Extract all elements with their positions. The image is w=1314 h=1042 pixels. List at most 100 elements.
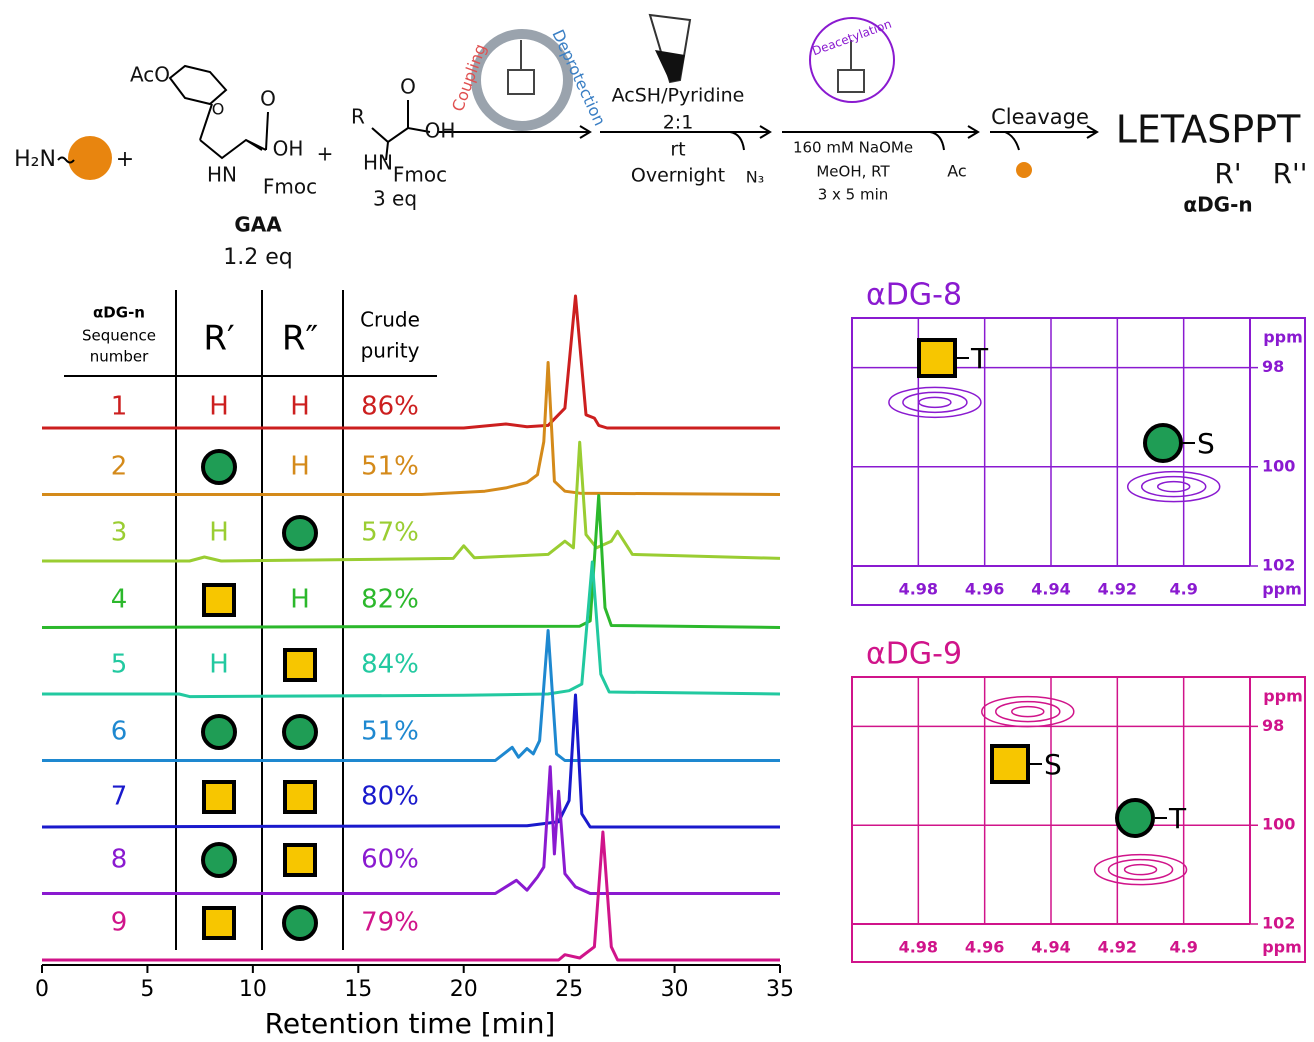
reactor-icon-2 xyxy=(838,70,864,92)
page: Glycopeptide synthesis figure html, body… xyxy=(0,0,1314,1042)
table-header: Sequence xyxy=(82,327,156,345)
table-header: R′ xyxy=(203,319,234,359)
scheme-plus2: + xyxy=(317,142,334,166)
table-cell: H xyxy=(290,585,310,615)
scheme-rt: rt xyxy=(670,139,685,161)
x-tick-label: 0 xyxy=(35,977,49,1002)
table-cell: 3 xyxy=(111,518,128,548)
panel-title: αDG-8 xyxy=(866,278,962,313)
table-cell: H xyxy=(209,650,229,680)
table-cell: 2 xyxy=(111,452,128,482)
table-cell: 6 xyxy=(111,717,128,747)
scheme-aco: AcO xyxy=(130,63,170,87)
contour xyxy=(1012,707,1044,717)
scheme-ratio: 2:1 xyxy=(663,112,694,134)
small-bead xyxy=(1016,162,1032,178)
table-square-icon xyxy=(285,845,315,875)
table-square-icon xyxy=(204,585,234,615)
scheme-aa-hn: HN xyxy=(363,151,393,175)
table-cell: 60% xyxy=(361,845,419,875)
x-axis-label: ppm xyxy=(1262,938,1302,957)
scheme-cleavage: Cleavage xyxy=(991,105,1089,129)
table-circle-icon xyxy=(203,844,235,876)
scheme-gaa-fmoc: Fmoc xyxy=(263,175,317,199)
table-cell: H xyxy=(209,518,229,548)
scheme-times: 3 x 5 min xyxy=(818,186,889,204)
x-tick-label: 4.9 xyxy=(1169,580,1197,599)
x-axis-label: Retention time [min] xyxy=(265,1007,556,1040)
annotation-square xyxy=(992,746,1028,782)
table-header: αDG-n xyxy=(93,304,145,322)
y-axis-label: ppm xyxy=(1263,687,1303,706)
table-cell: 5 xyxy=(111,650,128,680)
table-square-icon xyxy=(204,908,234,938)
table-cell: 1 xyxy=(111,392,128,422)
scheme-aa-o: O xyxy=(400,75,416,99)
scheme-n3: N₃ xyxy=(746,168,764,187)
annotation-circle xyxy=(1117,800,1153,836)
y-tick-label: 98 xyxy=(1262,357,1284,376)
scheme-gaa-hn: HN xyxy=(207,163,237,187)
table-cell: 82% xyxy=(361,585,419,615)
x-tick-label: 5 xyxy=(140,977,154,1002)
panel-title: αDG-9 xyxy=(866,637,962,672)
x-tick-label: 4.92 xyxy=(1098,580,1137,599)
contour xyxy=(919,397,951,407)
table-square-icon xyxy=(285,782,315,812)
annotation: T xyxy=(970,342,989,375)
x-tick-label: 15 xyxy=(344,977,372,1002)
figure: H₂N+AcOOOOHHNFmocGAA1.2 eq+ROOHHNFmoc3 e… xyxy=(0,0,1314,1042)
x-tick-label: 4.98 xyxy=(899,938,938,957)
x-tick-label: 4.92 xyxy=(1098,938,1137,957)
sugar-ring xyxy=(170,66,226,104)
y-tick-label: 102 xyxy=(1262,914,1295,933)
table-circle-icon xyxy=(284,517,316,549)
table-cell: 79% xyxy=(361,908,419,938)
table-cell: 84% xyxy=(361,650,419,680)
contour xyxy=(1158,482,1190,492)
x-tick-label: 20 xyxy=(450,977,478,1002)
tube-fill xyxy=(655,50,685,82)
scheme-r: R xyxy=(351,105,365,129)
contour xyxy=(903,392,967,412)
annotation: S xyxy=(1044,748,1062,781)
annotation-square xyxy=(919,340,955,376)
table-cell: 51% xyxy=(361,717,419,747)
scheme-amine: H₂N xyxy=(14,147,56,172)
scheme-gaa-o: O xyxy=(260,87,276,111)
scheme-r1: R' xyxy=(1214,157,1241,190)
scheme-aa-eq: 3 eq xyxy=(373,187,417,211)
scheme-naome: 160 mM NaOMe xyxy=(793,139,913,157)
table-cell: H xyxy=(209,392,229,422)
table-cell: 51% xyxy=(361,452,419,482)
annotation: S xyxy=(1197,427,1215,460)
scheme-shapes xyxy=(58,15,1097,180)
table-header: R″ xyxy=(282,319,318,359)
contour xyxy=(1109,860,1173,880)
x-tick-label: 25 xyxy=(555,977,583,1002)
table-cell: 9 xyxy=(111,908,128,938)
y-tick-label: 98 xyxy=(1262,716,1284,735)
scheme-gaa-oh: OH xyxy=(273,137,304,161)
scheme-product: αDG-n xyxy=(1183,193,1252,217)
table-cell: 4 xyxy=(111,585,128,615)
reactor-icon xyxy=(508,70,534,94)
y-tick-label: 100 xyxy=(1262,456,1295,475)
x-tick-label: 30 xyxy=(661,977,689,1002)
x-tick-label: 4.94 xyxy=(1031,580,1070,599)
y-tick-label: 102 xyxy=(1262,556,1295,575)
x-tick-label: 4.94 xyxy=(1031,938,1070,957)
x-tick-label: 4.96 xyxy=(965,938,1004,957)
x-tick-label: 35 xyxy=(766,977,794,1002)
table-cell: H xyxy=(290,392,310,422)
table-circle-icon xyxy=(203,451,235,483)
scheme-gaa-eq: 1.2 eq xyxy=(223,245,292,270)
table-cell: 80% xyxy=(361,782,419,812)
scheme-ac: Ac xyxy=(947,162,966,181)
x-axis-label: ppm xyxy=(1262,580,1302,599)
table-circle-icon xyxy=(284,907,316,939)
gaa-skeleton xyxy=(200,104,268,158)
table-circle-icon xyxy=(203,716,235,748)
page-body: { "scheme": { "amine": "H₂N", "plus1": "… xyxy=(0,0,1314,1042)
table-square-icon xyxy=(285,650,315,680)
